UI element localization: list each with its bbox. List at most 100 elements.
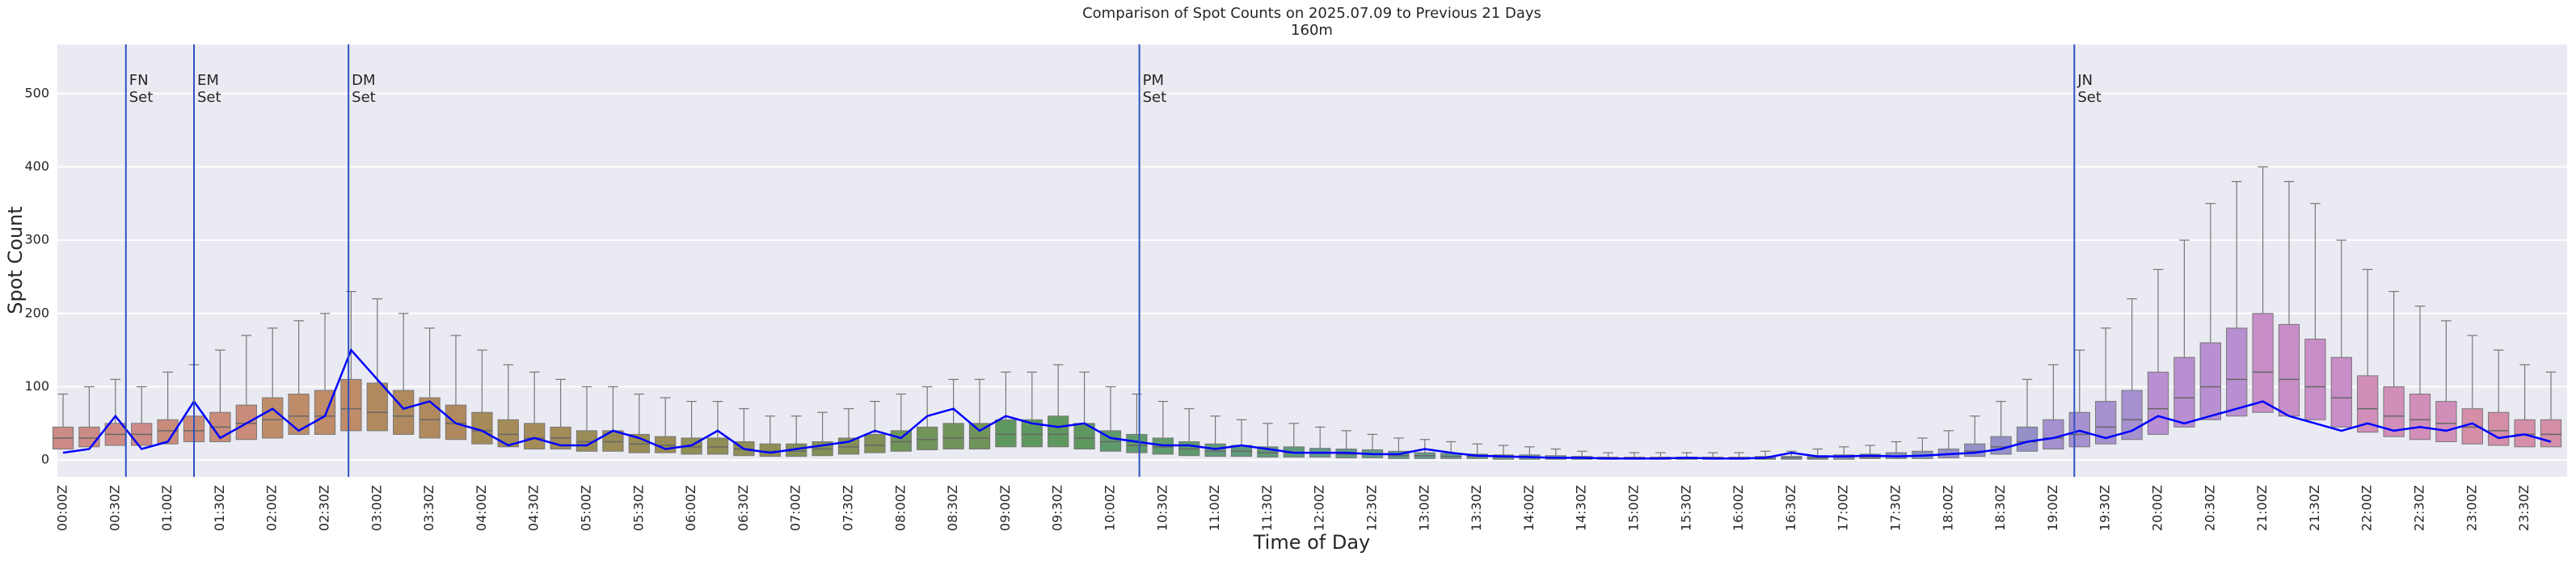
x-tick-label: 12:00Z xyxy=(1312,485,1327,531)
x-tick-label: 05:00Z xyxy=(579,485,594,531)
x-tick-label: 03:00Z xyxy=(369,485,384,531)
x-tick-label: 23:00Z xyxy=(2464,485,2479,531)
x-tick-label: 13:00Z xyxy=(1416,485,1431,531)
box xyxy=(2173,356,2195,428)
x-tick-label: 09:30Z xyxy=(1050,485,1065,531)
box xyxy=(890,430,912,452)
box xyxy=(1204,443,1226,457)
x-tick-label: 22:30Z xyxy=(2412,485,2427,531)
box xyxy=(759,443,781,457)
box xyxy=(655,436,677,453)
x-tick-label: 03:30Z xyxy=(421,485,436,531)
box xyxy=(917,426,938,450)
x-tick-label: 10:00Z xyxy=(1102,485,1118,531)
x-tick-label: 10:30Z xyxy=(1154,485,1170,531)
x-tick-label: 15:30Z xyxy=(1678,485,1693,531)
box xyxy=(2540,419,2562,448)
box xyxy=(2199,342,2221,420)
box xyxy=(2435,401,2457,442)
box xyxy=(2278,323,2300,417)
box xyxy=(2514,419,2536,448)
box xyxy=(1964,443,1986,457)
x-tick-label: 08:30Z xyxy=(945,485,960,531)
box xyxy=(2330,356,2352,428)
x-tick-label: 09:00Z xyxy=(997,485,1013,531)
event-label: DM xyxy=(352,72,375,89)
x-tick-label: 00:00Z xyxy=(55,485,70,531)
box xyxy=(340,378,362,432)
x-tick-label: 19:30Z xyxy=(2097,485,2113,531)
x-tick-label: 21:30Z xyxy=(2307,485,2322,531)
x-tick-label: 18:30Z xyxy=(1992,485,2008,531)
event-label: Set xyxy=(2077,89,2102,106)
x-tick-label: 11:30Z xyxy=(1259,485,1275,531)
x-tick-label: 22:00Z xyxy=(2359,485,2375,531)
box xyxy=(1990,436,2012,455)
x-tick-label: 12:30Z xyxy=(1364,485,1380,531)
x-tick-label: 04:30Z xyxy=(526,485,542,531)
x-tick-label: 07:30Z xyxy=(841,485,856,531)
y-tick-label: 300 xyxy=(24,232,49,247)
box xyxy=(2068,411,2090,448)
box xyxy=(942,423,964,450)
x-tick-label: 18:00Z xyxy=(1940,485,1955,531)
box xyxy=(419,397,441,439)
x-tick-label: 16:30Z xyxy=(1783,485,1798,531)
x-tick-label: 00:30Z xyxy=(107,485,122,531)
x-tick-label: 07:00Z xyxy=(788,485,803,531)
x-tick-label: 14:30Z xyxy=(1574,485,1589,531)
box xyxy=(524,423,546,450)
y-tick-label: 200 xyxy=(24,305,49,320)
event-label: Set xyxy=(1143,89,1167,106)
chart-title: Comparison of Spot Counts on 2025.07.09 … xyxy=(1082,5,1541,22)
box xyxy=(2043,419,2064,450)
x-tick-label: 11:00Z xyxy=(1207,485,1222,531)
x-tick-label: 01:00Z xyxy=(159,485,175,531)
y-tick-label: 500 xyxy=(24,85,49,100)
x-tick-label: 06:30Z xyxy=(736,485,751,531)
x-tick-label: 20:30Z xyxy=(2202,485,2217,531)
x-tick-label: 23:30Z xyxy=(2516,485,2532,531)
x-tick-label: 16:00Z xyxy=(1731,485,1746,531)
y-axis-title: Spot Count xyxy=(4,206,27,314)
x-tick-label: 14:00Z xyxy=(1521,485,1537,531)
x-tick-label: 19:00Z xyxy=(2045,485,2060,531)
event-label: EM xyxy=(197,72,219,89)
x-tick-label: 02:30Z xyxy=(317,485,332,531)
box xyxy=(78,426,100,448)
box xyxy=(2304,339,2326,420)
box xyxy=(262,397,284,439)
x-tick-label: 08:00Z xyxy=(892,485,908,531)
x-tick-label: 13:30Z xyxy=(1469,485,1484,531)
event-label: Set xyxy=(352,89,376,106)
box xyxy=(2488,411,2510,446)
box xyxy=(2147,371,2169,435)
x-tick-label: 15:00Z xyxy=(1626,485,1642,531)
x-tick-label: 17:30Z xyxy=(1888,485,1904,531)
x-tick-label: 20:00Z xyxy=(2150,485,2165,531)
box xyxy=(2409,394,2431,441)
x-tick-label: 04:00Z xyxy=(474,485,489,531)
y-tick-label: 400 xyxy=(24,158,49,174)
x-axis-title: Time of Day xyxy=(1253,531,1371,554)
x-tick-label: 05:30Z xyxy=(630,485,646,531)
box xyxy=(2226,327,2248,417)
y-tick-label: 0 xyxy=(41,452,49,467)
box xyxy=(366,382,388,432)
chart-subtitle: 160m xyxy=(1291,22,1333,39)
box xyxy=(1048,415,1069,448)
x-tick-label: 06:00Z xyxy=(683,485,698,531)
box xyxy=(864,433,886,453)
box xyxy=(288,394,310,435)
box xyxy=(2016,426,2038,452)
box xyxy=(706,437,729,455)
box xyxy=(837,437,860,455)
today-line xyxy=(62,348,2552,460)
event-label: Set xyxy=(129,89,154,106)
y-tick-label: 100 xyxy=(24,378,49,394)
box xyxy=(393,390,415,435)
event-label: JN xyxy=(2076,72,2093,89)
box xyxy=(2252,313,2274,413)
